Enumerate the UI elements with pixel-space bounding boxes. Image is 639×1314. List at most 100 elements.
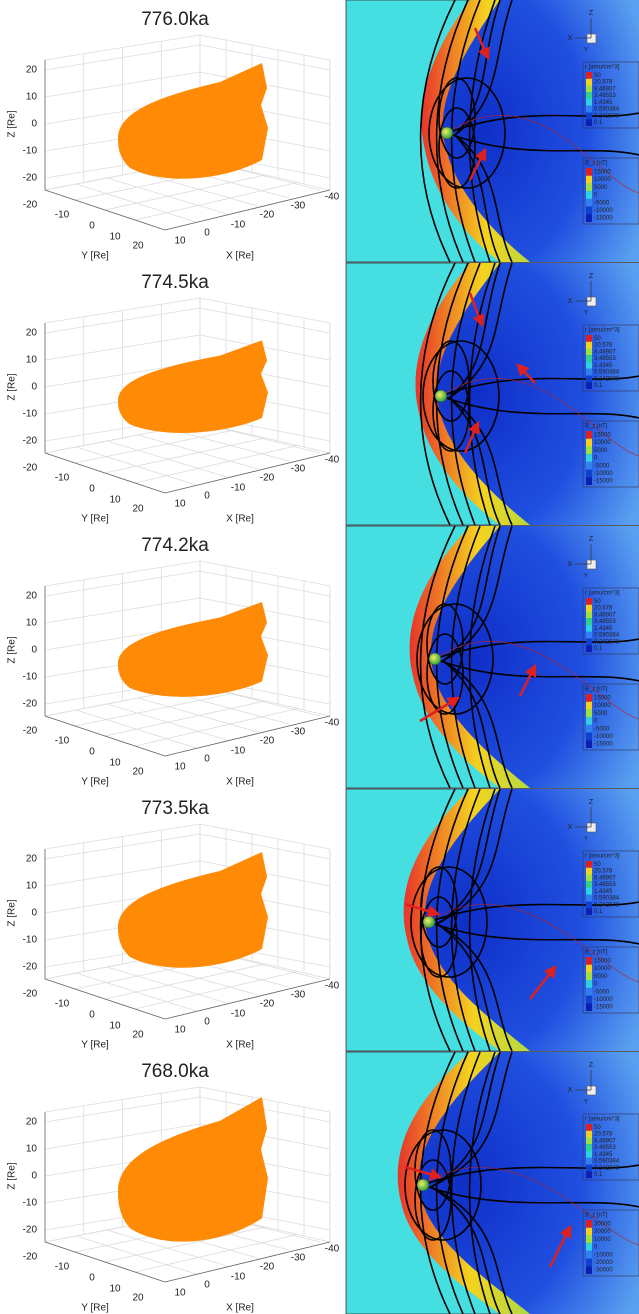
legend-box — [582, 420, 639, 488]
grid-line — [199, 334, 331, 361]
grid-line — [106, 1229, 228, 1267]
legend-box — [582, 1113, 639, 1181]
legend-box — [582, 587, 639, 655]
legend-label: 0.590384 — [594, 107, 620, 113]
legend-swatch — [586, 335, 592, 342]
panel-title: 773.5ka — [141, 798, 209, 819]
grid-line — [75, 972, 197, 1012]
legend-label: 1.4345 — [594, 1152, 613, 1158]
legend-swatch — [586, 987, 592, 996]
grid-line — [104, 700, 266, 737]
legend-label: 8.46907 — [594, 349, 616, 355]
y-tick-label: 20 — [132, 1030, 144, 1041]
arrow — [404, 902, 441, 918]
legend-swatch — [586, 638, 592, 646]
legend-label: 8.46907 — [594, 1138, 616, 1144]
grid-line — [134, 1234, 298, 1273]
x-tick-label: -40 — [325, 455, 340, 466]
field-loop — [426, 603, 464, 685]
legend-swatch — [586, 112, 592, 120]
y-tick-label: -20 — [23, 200, 38, 211]
y-tick-label: -10 — [55, 999, 70, 1010]
y-tick-label: -20 — [23, 989, 38, 1000]
axis-label: Y — [584, 1100, 588, 1106]
field-loop — [422, 340, 500, 452]
magnetosphere-body — [117, 601, 268, 697]
field-loop — [404, 1129, 482, 1241]
thin-line — [428, 904, 639, 983]
legend-label: 0 — [594, 1245, 598, 1251]
legend-label: 20000 — [594, 1229, 611, 1235]
legend-label: 3.48553 — [594, 1145, 616, 1151]
z-tick-label: 20 — [26, 1117, 38, 1128]
y-tick-label: 10 — [109, 1284, 121, 1295]
legend-swatch — [586, 957, 592, 965]
x-tick-label: -10 — [231, 746, 246, 757]
x-axis-label: X [Re] — [226, 1040, 254, 1051]
legend-swatch — [586, 1157, 592, 1165]
legend-swatch — [586, 1144, 592, 1151]
legend-label: 50 — [594, 862, 601, 868]
legend-label: 5000 — [594, 974, 608, 980]
z-tick-label: 0 — [31, 1171, 37, 1182]
x-tick-label: -30 — [291, 727, 306, 738]
legend-title: B_z [nT] — [585, 687, 608, 693]
y-axis-label: Y [Re] — [81, 1040, 109, 1051]
z-tick-label: 0 — [31, 645, 37, 656]
y-tick-label: 20 — [132, 504, 144, 515]
grid-line — [168, 428, 290, 462]
y-tick-label: 0 — [89, 221, 95, 232]
legend-label: 20.578 — [594, 343, 613, 349]
legend-swatch — [586, 175, 592, 184]
field-line — [453, 0, 513, 263]
field-loop — [410, 866, 488, 978]
z-tick-label: -20 — [23, 962, 38, 973]
z-axis-label: Z [Re] — [7, 110, 18, 137]
arrow — [516, 363, 536, 384]
legend-label: 3.48553 — [594, 93, 616, 99]
field-line — [441, 525, 513, 789]
legend-label: -10000 — [594, 1252, 613, 1258]
legend-label: -15000 — [594, 742, 613, 748]
x-tick-label: -20 — [260, 736, 275, 747]
legend-label: 50 — [594, 1125, 601, 1131]
field-line — [468, 525, 496, 789]
arrow — [463, 420, 480, 454]
z-tick-label: 20 — [26, 328, 38, 339]
legend-swatch — [586, 368, 592, 376]
legend-swatch — [586, 1250, 592, 1259]
axis-label: Z — [589, 10, 594, 17]
x-tick-label: 0 — [204, 754, 210, 765]
legend-label: 0 — [594, 456, 598, 462]
legend-swatch — [586, 1258, 592, 1267]
axis-label: X — [568, 561, 573, 568]
field-line — [450, 788, 481, 1052]
legend-label: -10000 — [594, 734, 613, 740]
z-tick-label: 10 — [26, 1144, 38, 1155]
panel-title: 774.2ka — [141, 535, 209, 556]
field-line — [419, 525, 456, 789]
legend-swatch — [586, 1235, 592, 1244]
y-axis-label: Y [Re] — [81, 251, 109, 262]
legend-swatch — [586, 701, 592, 710]
field-line — [440, 395, 639, 419]
legend-box — [582, 946, 639, 1014]
y-tick-label: -20 — [23, 726, 38, 737]
axis-label: X — [568, 35, 573, 42]
grid-line — [199, 570, 331, 597]
legend-label: 0.590384 — [594, 370, 620, 376]
legend-label: 1.4345 — [594, 363, 613, 369]
arrow — [419, 696, 461, 723]
z-tick-label: -10 — [23, 409, 38, 420]
x-tick-label: -10 — [231, 1009, 246, 1020]
arrow — [529, 965, 557, 1000]
magnetosphere-body — [117, 852, 268, 968]
x-tick-label: 10 — [174, 1288, 186, 1299]
arrow — [473, 27, 490, 61]
grid-line — [74, 693, 233, 727]
legend-swatch — [586, 964, 592, 973]
thin-line — [440, 378, 639, 457]
legend-label: 10000 — [594, 440, 611, 446]
legend-label: -10000 — [594, 997, 613, 1003]
